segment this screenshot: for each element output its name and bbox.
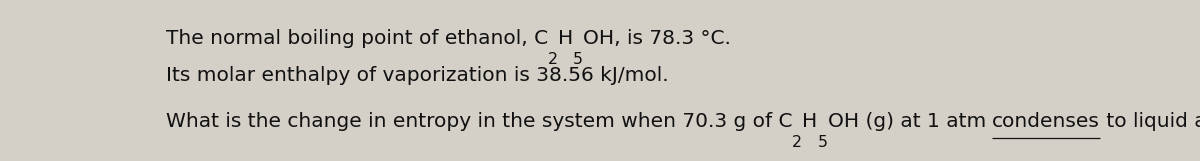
Text: 2: 2 xyxy=(548,52,558,67)
Text: 5: 5 xyxy=(817,135,828,150)
Text: 5: 5 xyxy=(574,52,583,67)
Text: H: H xyxy=(558,29,574,48)
Text: OH (g) at 1 atm: OH (g) at 1 atm xyxy=(828,112,992,131)
Text: OH, is 78.3 °C.: OH, is 78.3 °C. xyxy=(583,29,731,48)
Text: The normal boiling point of ethanol, C: The normal boiling point of ethanol, C xyxy=(166,29,548,48)
Text: 2: 2 xyxy=(792,135,803,150)
Text: H: H xyxy=(803,112,817,131)
Text: Its molar enthalpy of vaporization is 38.56 kJ/mol.: Its molar enthalpy of vaporization is 38… xyxy=(166,66,668,85)
Text: condenses: condenses xyxy=(992,112,1100,131)
Text: What is the change in entropy in the system when 70.3 g of C: What is the change in entropy in the sys… xyxy=(166,112,792,131)
Text: to liquid at the normal boiling point?: to liquid at the normal boiling point? xyxy=(1100,112,1200,131)
